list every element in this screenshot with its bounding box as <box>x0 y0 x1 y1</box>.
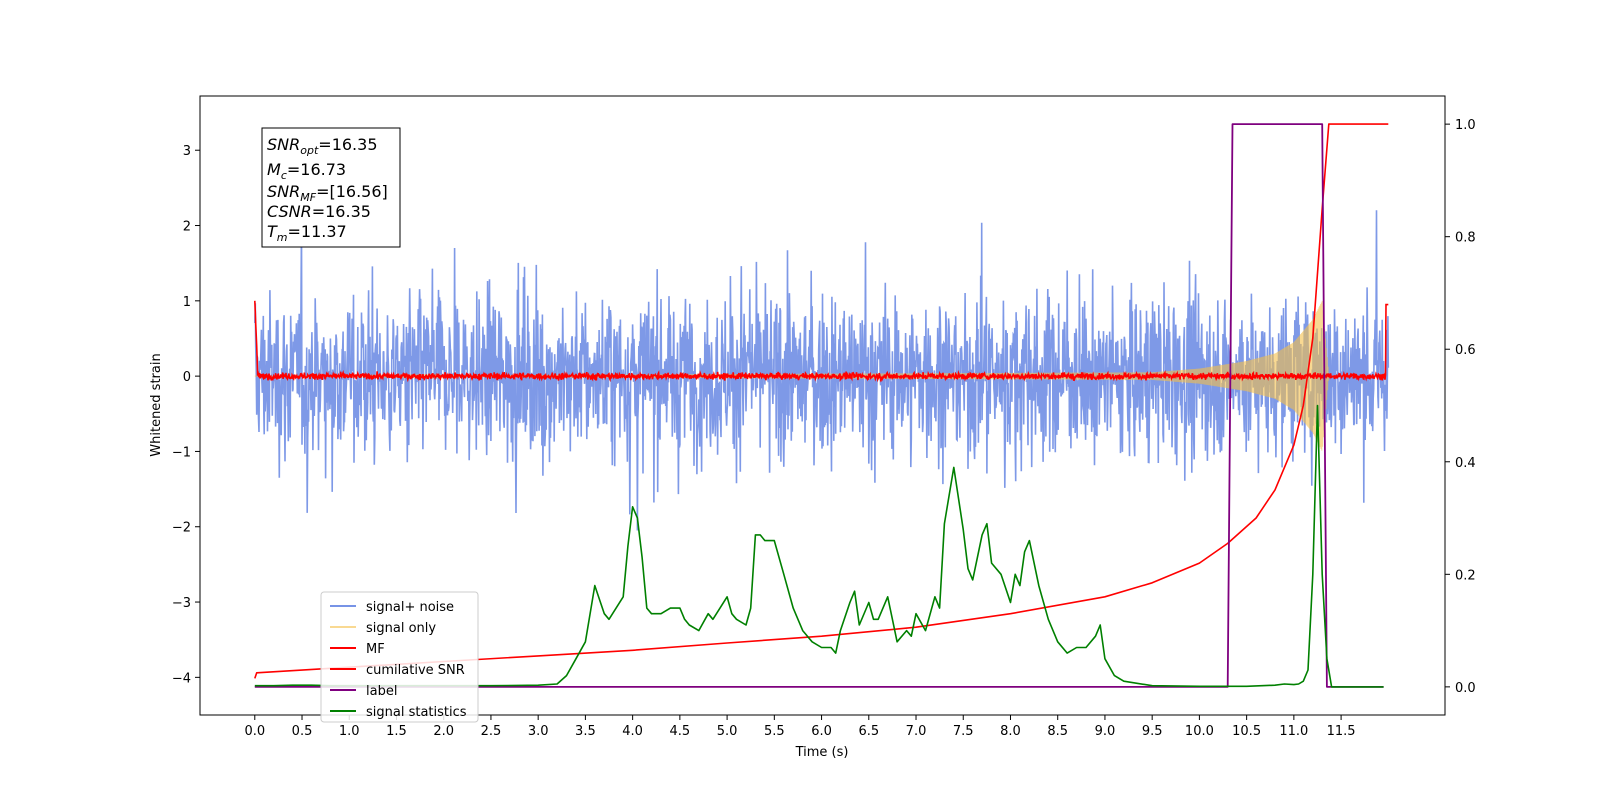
y-left-axis: −4 −3 −2 −1 0 1 2 3 <box>172 144 200 686</box>
info-snr-opt: SNRopt=16.35 <box>267 135 378 157</box>
y-right-tick-label: 0.2 <box>1455 568 1476 583</box>
y-left-tick-label: −2 <box>172 521 191 536</box>
y-left-tick-label: 2 <box>183 220 191 235</box>
y-right-tick-label: 1.0 <box>1455 118 1476 133</box>
x-tick-label: 1.0 <box>339 724 360 739</box>
info-box: SNRopt=16.35 Mc=16.73 SNRMF=[16.56] CSNR… <box>262 128 400 247</box>
y-left-tick-label: −4 <box>172 671 191 686</box>
legend-label: MF <box>366 642 385 657</box>
x-tick-label: 5.0 <box>717 724 738 739</box>
x-tick-label: 1.5 <box>386 724 407 739</box>
y-right-tick-label: 0.4 <box>1455 456 1476 471</box>
legend: signal+ noise signal only MF cumilative SNR… <box>321 592 478 722</box>
x-tick-label: 4.0 <box>622 724 643 739</box>
x-tick-label: 8.0 <box>1000 724 1021 739</box>
y-left-tick-label: 3 <box>183 144 191 159</box>
info-csnr: CSNR=16.35 <box>267 202 371 221</box>
x-tick-label: 9.5 <box>1142 724 1163 739</box>
x-axis-label: Time (s) <box>795 745 849 760</box>
x-tick-label: 10.0 <box>1185 724 1214 739</box>
y-axis-label: Whitened strain <box>149 353 164 456</box>
x-tick-label: 2.0 <box>433 724 454 739</box>
x-tick-label: 2.5 <box>481 724 502 739</box>
x-tick-label: 3.5 <box>575 724 596 739</box>
legend-label: label <box>366 684 397 699</box>
x-tick-label: 7.5 <box>953 724 974 739</box>
legend-label: signal only <box>366 621 436 636</box>
x-tick-label: 6.5 <box>858 724 879 739</box>
y-right-tick-label: 0.8 <box>1455 231 1476 246</box>
x-tick-label: 0.0 <box>244 724 265 739</box>
x-tick-label: 8.5 <box>1047 724 1068 739</box>
x-tick-label: 0.5 <box>292 724 313 739</box>
y-right-tick-label: 0.6 <box>1455 343 1476 358</box>
x-tick-label: 10.5 <box>1232 724 1261 739</box>
y-left-tick-label: 0 <box>183 370 191 385</box>
legend-label: signal statistics <box>366 705 467 720</box>
legend-label: cumilative SNR <box>366 663 465 678</box>
info-snr-mf: SNRMF=[16.56] <box>267 182 388 204</box>
x-tick-label: 4.5 <box>670 724 691 739</box>
y-left-tick-label: −1 <box>172 445 191 460</box>
x-tick-label: 3.0 <box>528 724 549 739</box>
x-tick-label: 9.0 <box>1095 724 1116 739</box>
x-tick-label: 11.0 <box>1279 724 1308 739</box>
x-tick-label: 11.5 <box>1327 724 1356 739</box>
y-right-tick-label: 0.0 <box>1455 681 1476 696</box>
x-tick-label: 6.0 <box>811 724 832 739</box>
legend-label: signal+ noise <box>366 600 454 615</box>
x-tick-label: 5.5 <box>764 724 785 739</box>
y-left-tick-label: −3 <box>172 596 191 611</box>
y-right-axis: 0.0 0.2 0.4 0.6 0.8 1.0 <box>1445 118 1476 696</box>
info-mc: Mc=16.73 <box>267 160 346 182</box>
y-left-tick-label: 1 <box>183 295 191 310</box>
x-tick-label: 7.0 <box>906 724 927 739</box>
